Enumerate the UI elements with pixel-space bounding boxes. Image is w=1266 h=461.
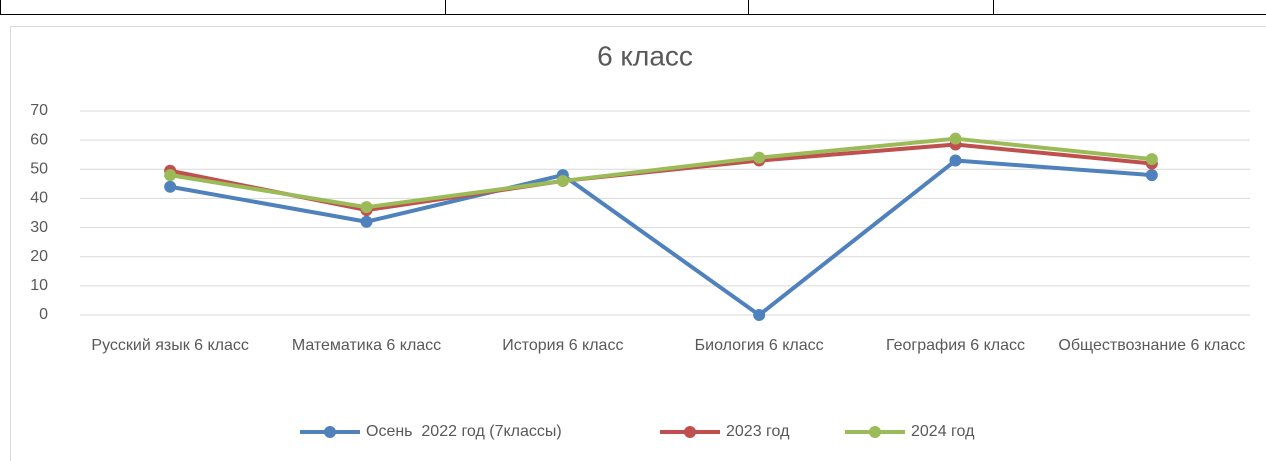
x-tick-label: Математика 6 класс — [291, 337, 442, 354]
chart-border — [10, 26, 1266, 461]
series-line — [169, 158, 1152, 317]
point — [753, 309, 766, 321]
y-tick-label: 60 — [30, 131, 48, 148]
y-tick-label: 10 — [30, 277, 48, 294]
point — [164, 169, 177, 182]
point — [164, 180, 177, 193]
x-tick-label: Обществознание 6 класс — [1058, 337, 1246, 354]
x-tick-label: Биология 6 класс — [694, 337, 824, 354]
point — [753, 151, 766, 164]
point — [360, 215, 373, 228]
point — [1145, 153, 1158, 166]
point — [949, 132, 962, 145]
point — [556, 174, 569, 187]
series-line — [169, 136, 1153, 210]
legend-label: 2024 год — [911, 423, 975, 440]
y-tick-label: 30 — [30, 219, 48, 236]
point — [949, 154, 962, 167]
legend-label: Осень 2022 год (7классы) — [366, 423, 562, 440]
point — [1145, 169, 1158, 182]
table-fragment — [0, 0, 1266, 15]
legend-marker — [684, 426, 696, 438]
x-tick-label: География 6 класс — [886, 337, 1025, 354]
x-tick-label: История 6 класс — [502, 337, 624, 354]
y-tick-label: 50 — [30, 161, 48, 178]
y-tick-label: 0 — [39, 306, 48, 323]
y-tick-label: 20 — [30, 248, 48, 265]
legend-marker — [324, 426, 336, 438]
legend-label: 2023 год — [726, 423, 790, 440]
x-tick-label: Русский язык 6 класс — [91, 337, 249, 354]
point — [360, 201, 373, 214]
y-tick-label: 40 — [30, 190, 48, 207]
legend-marker — [869, 426, 881, 438]
chart-title: 6 класс — [597, 40, 693, 71]
y-tick-label: 70 — [30, 102, 48, 119]
